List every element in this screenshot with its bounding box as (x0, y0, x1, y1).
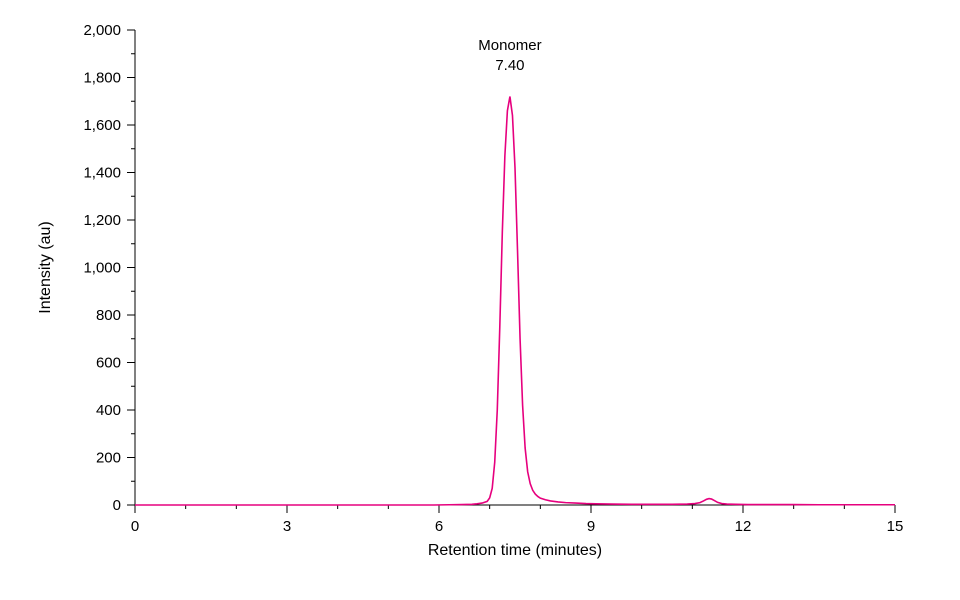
y-tick-label: 1,800 (83, 70, 121, 87)
y-tick-label: 600 (96, 355, 121, 372)
y-tick-label: 2,000 (83, 22, 121, 39)
chromatogram-chart: 0 3 6 9 12 15 0 200 400 600 800 1,000 1,200 1,400 1,60… (0, 0, 960, 600)
chart-svg: 0 3 6 9 12 15 0 200 400 600 800 1,000 1,200 1,400 1,60… (0, 0, 960, 600)
y-axis-title: Intensity (au) (37, 221, 54, 313)
x-tick-label: 0 (131, 518, 139, 535)
y-tick-label: 0 (113, 497, 121, 514)
y-tick-label: 1,400 (83, 165, 121, 182)
x-tick-label: 9 (587, 518, 595, 535)
y-tick-label: 1,200 (83, 212, 121, 229)
y-tick-label: 400 (96, 402, 121, 419)
x-tick-label: 12 (735, 518, 752, 535)
x-axis-title: Retention time (minutes) (428, 542, 602, 559)
y-tick-label: 1,000 (83, 260, 121, 277)
x-tick-label: 15 (887, 518, 904, 535)
peak-label-name: Monomer (478, 37, 541, 54)
x-tick-label: 6 (435, 518, 443, 535)
peak-label-value: 7.40 (495, 57, 524, 74)
y-tick-label: 200 (96, 450, 121, 467)
y-tick-label: 800 (96, 307, 121, 324)
x-tick-label: 3 (283, 518, 291, 535)
y-tick-label: 1,600 (83, 117, 121, 134)
